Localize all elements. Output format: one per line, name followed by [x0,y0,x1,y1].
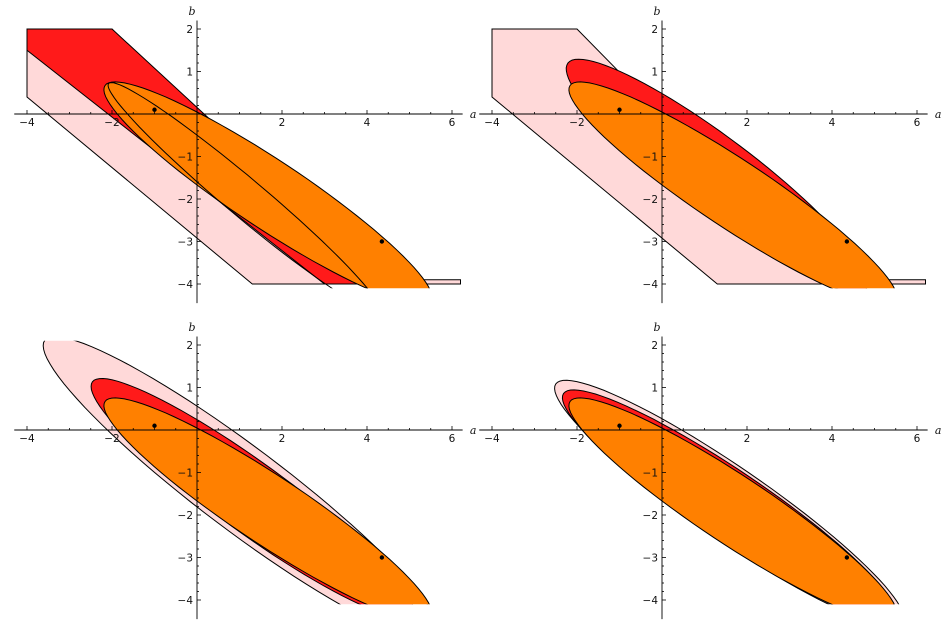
y-tick-label: 2 [651,340,658,352]
data-point [152,423,157,428]
x-axis-name: a [470,424,477,437]
x-tick-label: 4 [364,433,371,445]
region-inner-orange [568,81,895,289]
x-tick-label: −4 [484,433,500,445]
x-tick-label: −2 [569,117,584,129]
panel-bottom-right: −4 −2 2 4 6 2 1 −1 −2 −3 −4 a b [479,321,942,620]
y-tick-label: 1 [186,67,193,79]
y-tick-label: −2 [643,194,658,206]
plot-area [554,379,900,605]
data-point [617,107,622,112]
y-tick-label: −4 [178,595,194,607]
panel-top-left: −4 −2 2 4 6 2 1 −1 −2 −3 −4 a b [14,5,477,304]
data-point [844,239,850,244]
y-axis-name: b [188,5,195,18]
data-point [379,555,385,560]
x-tick-label: 6 [449,433,456,445]
data-point [844,555,850,560]
x-tick-label: 4 [829,433,836,445]
y-tick-label: 1 [651,383,658,395]
plot-area [491,28,926,289]
axes: −4 −2 2 4 6 2 1 −1 −2 −3 −4 a b [479,5,942,304]
y-tick-label: −1 [643,468,658,480]
y-tick-label: −3 [643,553,658,565]
y-tick-label: 1 [186,383,193,395]
y-tick-label: −2 [178,194,193,206]
y-tick-label: −4 [643,279,659,291]
y-tick-label: −3 [178,553,193,565]
panel-top-right: −4 −2 2 4 6 2 1 −1 −2 −3 −4 a b [479,5,942,304]
axes: −4 −2 2 4 6 2 1 −1 −2 −3 −4 a b [14,5,477,304]
y-tick-label: −4 [178,279,194,291]
x-tick-label: 6 [914,117,921,129]
x-tick-label: −2 [104,117,119,129]
y-tick-label: −2 [178,510,193,522]
x-tick-label: 2 [279,433,286,445]
y-axis-name: b [653,5,660,18]
y-tick-label: −2 [643,510,658,522]
y-tick-label: 2 [186,24,193,36]
y-tick-label: −4 [643,595,659,607]
x-axis-name: a [470,108,477,121]
x-tick-label: 2 [744,117,751,129]
y-tick-label: −1 [178,152,193,164]
region-inner-orange [103,397,430,605]
x-tick-label: −4 [19,117,35,129]
x-tick-label: −4 [484,117,500,129]
x-tick-label: 4 [364,117,371,129]
y-tick-label: −1 [643,152,658,164]
region-inner-orange [568,397,895,605]
plot-area [42,340,430,605]
y-axis-name: b [653,321,660,334]
y-tick-label: 2 [651,24,658,36]
x-axis-name: a [935,108,942,121]
data-point [379,239,385,244]
contour-curve-0 [107,82,368,289]
x-tick-label: −4 [19,433,35,445]
axes: −4 −2 2 4 6 2 1 −1 −2 −3 −4 a b [479,321,942,620]
panel-bottom-left: −4 −2 2 4 6 2 1 −1 −2 −3 −4 a b [14,321,477,620]
y-axis-name: b [188,321,195,334]
y-tick-label: −3 [178,237,193,249]
y-tick-label: −1 [178,468,193,480]
x-tick-label: 6 [914,433,921,445]
y-tick-label: 2 [186,340,193,352]
y-tick-label: −3 [643,237,658,249]
axes: −4 −2 2 4 6 2 1 −1 −2 −3 −4 a b [14,321,477,620]
x-tick-label: 2 [744,433,751,445]
x-tick-label: 4 [829,117,836,129]
x-tick-label: 6 [449,117,456,129]
x-axis-name: a [935,424,942,437]
plot-area [26,28,461,289]
x-tick-label: −2 [569,433,584,445]
x-tick-label: −2 [104,433,119,445]
x-tick-label: 2 [279,117,286,129]
data-point [617,423,622,428]
data-point [152,107,157,112]
y-tick-label: 1 [651,67,658,79]
region-inner-orange [103,81,430,289]
